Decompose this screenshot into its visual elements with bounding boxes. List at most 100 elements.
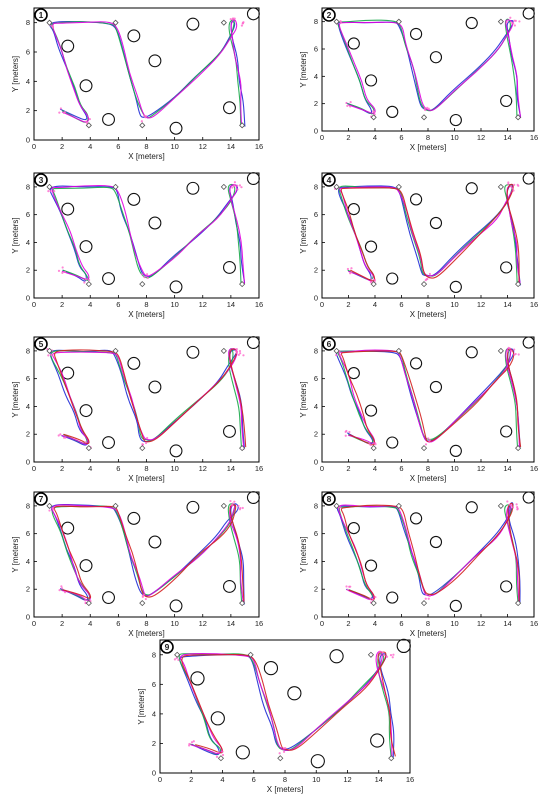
obstacle-circle xyxy=(223,260,236,274)
sample-point xyxy=(231,18,234,21)
sample-point xyxy=(383,654,386,657)
trajectory-green xyxy=(52,183,242,285)
panel-badge-icon xyxy=(322,8,336,22)
y-tick-label: 6 xyxy=(314,374,318,383)
waypoint-diamond-icon xyxy=(139,600,146,607)
obstacle-circle xyxy=(246,172,260,186)
sample-point xyxy=(374,595,377,599)
sample-point xyxy=(233,17,236,20)
obstacle-circle xyxy=(246,491,260,505)
sample-point xyxy=(241,22,245,25)
sample-point xyxy=(58,589,61,592)
waypoint-diamond-icon xyxy=(370,114,377,121)
sample-point xyxy=(217,751,220,754)
waypoint-diamond-icon xyxy=(112,502,119,509)
sample-point xyxy=(278,752,281,755)
obstacle-circle xyxy=(148,380,162,394)
sample-point xyxy=(339,20,342,23)
sample-point xyxy=(61,266,64,269)
sample-point xyxy=(60,585,63,588)
sample-point xyxy=(140,120,143,123)
waypoint-diamond-icon xyxy=(220,502,227,509)
x-tick-label: 0 xyxy=(320,300,324,309)
sample-point xyxy=(513,19,516,22)
sample-point xyxy=(237,504,240,508)
sample-point xyxy=(51,26,54,29)
trajectory-red xyxy=(181,651,396,757)
sample-point xyxy=(378,650,382,653)
sample-point xyxy=(427,597,430,600)
sample-point xyxy=(221,753,225,757)
waypoint-diamond-icon xyxy=(247,651,254,658)
x-tick-label: 14 xyxy=(227,142,235,151)
sample-point xyxy=(144,597,147,601)
waypoint-diamond-icon xyxy=(395,347,402,354)
sample-point xyxy=(282,747,285,750)
sample-point xyxy=(344,430,347,433)
x-tick-label: 8 xyxy=(426,133,430,142)
x-tick-label: 4 xyxy=(373,300,377,309)
x-tick-label: 0 xyxy=(32,142,36,151)
waypoint-diamond-icon xyxy=(46,183,53,190)
y-tick-label: 8 xyxy=(26,18,30,27)
x-tick-label: 6 xyxy=(252,775,256,784)
panel-badge-icon xyxy=(34,492,48,506)
obstacle-circle xyxy=(79,240,93,254)
waypoint-diamond-icon xyxy=(112,347,119,354)
obstacle-circle xyxy=(386,591,399,604)
sample-point xyxy=(233,181,237,184)
sample-point xyxy=(428,438,431,442)
sample-point xyxy=(52,506,55,509)
x-tick-label: 0 xyxy=(32,464,36,473)
sample-point xyxy=(231,502,234,505)
obstacle-circle xyxy=(102,436,115,450)
y-tick-label: 2 xyxy=(26,106,30,115)
x-tick-label: 6 xyxy=(399,300,403,309)
x-tick-label: 8 xyxy=(144,619,148,628)
obstacle-circle xyxy=(329,649,344,664)
y-tick-label: 0 xyxy=(26,136,30,145)
waypoint-diamond-icon xyxy=(277,755,284,762)
obstacle-circle xyxy=(500,94,513,108)
sample-point xyxy=(349,101,352,104)
x-tick-label: 10 xyxy=(450,464,458,473)
sample-point xyxy=(516,183,519,186)
sample-point xyxy=(335,354,338,357)
sample-point xyxy=(143,114,146,117)
x-tick-label: 16 xyxy=(255,619,263,628)
sample-point xyxy=(424,443,428,446)
y-tick-label: 6 xyxy=(314,45,318,54)
waypoint-diamond-icon xyxy=(395,18,402,25)
trajectory-magenta xyxy=(51,184,246,284)
sample-point xyxy=(510,349,513,352)
waypoint-diamond-icon xyxy=(333,18,340,25)
waypoint-diamond-icon xyxy=(388,755,395,762)
sample-point xyxy=(145,115,148,118)
sample-point xyxy=(84,441,87,444)
x-axis-label: X [meters] xyxy=(410,629,446,638)
waypoint-diamond-icon xyxy=(370,281,377,288)
y-tick-label: 4 xyxy=(26,402,30,411)
x-tick-label: 10 xyxy=(170,142,178,151)
y-tick-label: 2 xyxy=(152,739,156,748)
sample-point xyxy=(428,440,431,444)
sample-point xyxy=(369,281,373,284)
sample-point xyxy=(62,436,66,439)
x-tick-label: 4 xyxy=(220,775,224,784)
obstacle-circle xyxy=(522,336,535,349)
sample-point xyxy=(391,656,394,659)
sample-point xyxy=(83,281,86,284)
waypoint-diamond-icon xyxy=(497,347,504,354)
waypoint-diamond-icon xyxy=(239,281,246,288)
x-tick-label: 2 xyxy=(346,300,350,309)
waypoint-diamond-icon xyxy=(370,600,377,607)
x-tick-label: 6 xyxy=(116,464,120,473)
obstacle-circle xyxy=(522,7,535,20)
sample-point xyxy=(146,436,149,440)
obstacle-circle xyxy=(102,272,115,286)
sample-point xyxy=(515,503,518,506)
sample-point xyxy=(240,24,244,27)
waypoint-diamond-icon xyxy=(333,502,340,509)
obstacle-circle xyxy=(386,105,399,118)
